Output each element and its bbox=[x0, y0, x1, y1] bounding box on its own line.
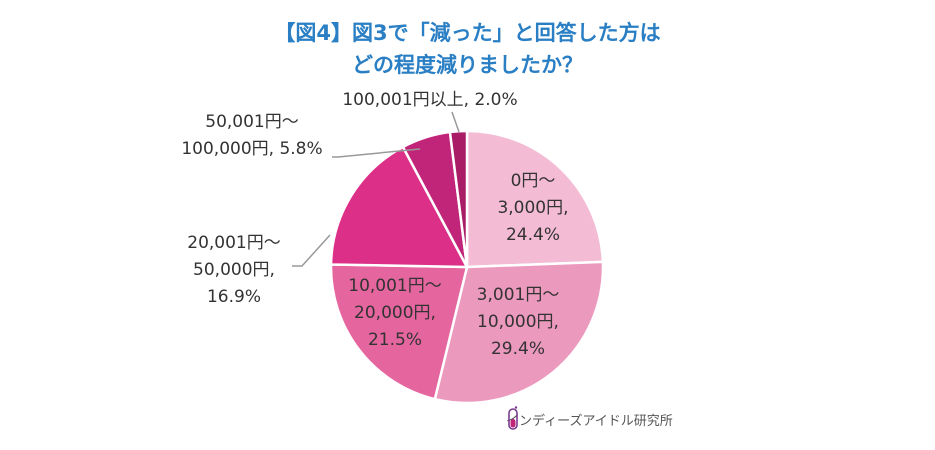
pie-slice-1 bbox=[465, 129, 605, 269]
slice-label-4-line-3: 16.9% bbox=[207, 287, 261, 307]
slice-label-4-line-2: 50,000円, bbox=[193, 260, 275, 280]
brand-logo: インディーズアイドル研究所 bbox=[506, 406, 673, 432]
slice-label-3-line-2: 20,000円, bbox=[354, 303, 436, 323]
slice-label-1-line-1: 0円～ bbox=[511, 171, 556, 191]
pie-slices bbox=[329, 129, 605, 405]
chart-title-line-1: 【図4】図3で「減った」と回答した方は bbox=[274, 21, 661, 45]
slice-label-5-line-2: 100,000円, 5.8% bbox=[181, 139, 322, 159]
slice-label-5-line-1: 50,001円～ bbox=[205, 112, 298, 132]
slice-label-3-line-1: 10,001円～ bbox=[348, 276, 441, 296]
leader-line-4 bbox=[292, 234, 331, 267]
slice-label-6-line-1: 100,001円以上, 2.0% bbox=[342, 90, 517, 110]
leader-line-5 bbox=[332, 148, 421, 158]
test-tube-icon bbox=[508, 406, 518, 430]
leader-lines bbox=[292, 111, 460, 267]
pie-slice-4 bbox=[329, 145, 470, 269]
pie-slice-3 bbox=[329, 263, 469, 401]
slice-label-2-line-2: 10,000円, bbox=[477, 312, 559, 332]
slice-label-4-line-1: 20,001円～ bbox=[187, 233, 280, 253]
pie-slice-2 bbox=[433, 260, 605, 405]
slice-label-2-line-3: 29.4% bbox=[491, 339, 545, 359]
slice-label-1-line-2: 3,000円, bbox=[497, 198, 568, 218]
slice-label-2-line-1: 3,001円～ bbox=[477, 285, 560, 305]
brand-name: インディーズアイドル研究所 bbox=[506, 413, 673, 429]
chart-title-line-2: どの程度減りましたか？ bbox=[352, 53, 583, 77]
slice-labels: 0円～ 3,000円, 24.4% 3,001円～ 10,000円, 29.4% 10,00… bbox=[181, 90, 568, 359]
leader-line-6 bbox=[451, 111, 460, 133]
slice-label-3-line-3: 21.5% bbox=[368, 330, 422, 350]
slice-label-1-line-3: 24.4% bbox=[506, 225, 560, 245]
